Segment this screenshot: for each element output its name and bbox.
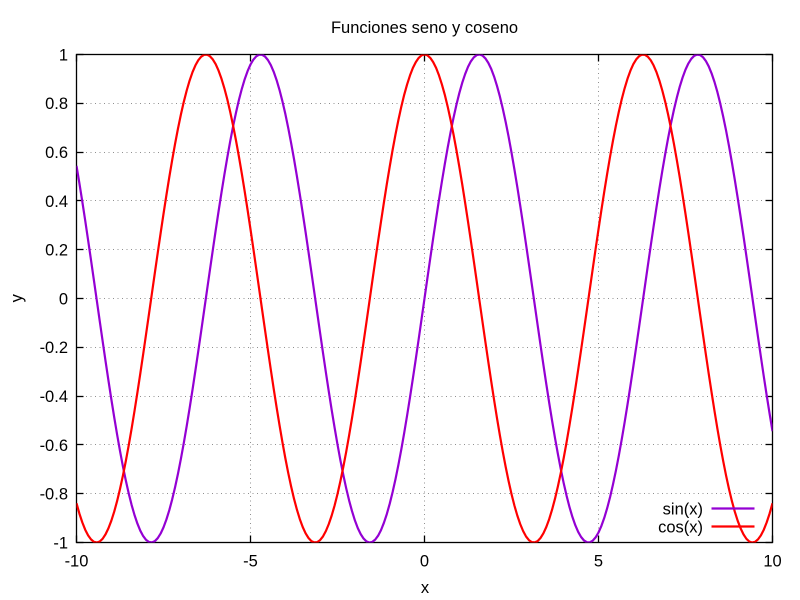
svg-text:0.4: 0.4	[45, 193, 68, 211]
svg-text:-0.6: -0.6	[40, 437, 68, 455]
svg-text:x: x	[421, 579, 430, 597]
svg-text:cos(x): cos(x)	[658, 519, 703, 537]
svg-text:-0.4: -0.4	[40, 388, 68, 406]
svg-text:Funciones seno y coseno: Funciones seno y coseno	[331, 19, 518, 37]
svg-text:0.8: 0.8	[45, 95, 68, 113]
svg-text:0.6: 0.6	[45, 144, 68, 162]
svg-text:0: 0	[59, 290, 68, 308]
svg-text:1: 1	[59, 46, 68, 64]
svg-text:-1: -1	[53, 534, 68, 552]
svg-text:y: y	[8, 293, 26, 302]
svg-text:0: 0	[420, 553, 429, 571]
svg-text:-10: -10	[65, 553, 89, 571]
svg-text:-0.8: -0.8	[40, 486, 68, 504]
svg-text:-0.2: -0.2	[40, 339, 68, 357]
svg-text:-5: -5	[243, 553, 258, 571]
svg-text:5: 5	[594, 553, 603, 571]
svg-text:0.2: 0.2	[45, 242, 68, 260]
svg-text:sin(x): sin(x)	[663, 501, 703, 519]
svg-text:10: 10	[763, 553, 781, 571]
